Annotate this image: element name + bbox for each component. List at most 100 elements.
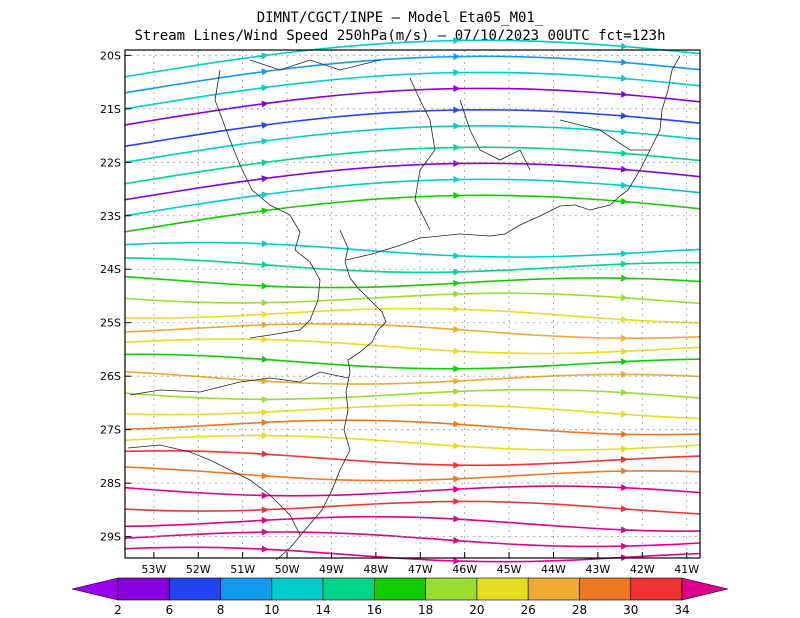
streamline-arrow xyxy=(261,299,269,307)
streamline-arrow xyxy=(453,69,461,77)
streamline-arrow xyxy=(620,315,629,323)
streamline-arrow xyxy=(453,388,461,396)
streamline-arrow xyxy=(261,545,269,553)
map-title-line1: DIMNT/CGCT/INPE – Model Eta05_M01_ xyxy=(256,10,544,26)
streamline-arrow xyxy=(453,122,461,130)
coastline-layer xyxy=(127,55,681,561)
streamline xyxy=(124,531,701,548)
streamline xyxy=(124,370,701,385)
streamline-arrow xyxy=(261,321,269,329)
colorbar-label: 18 xyxy=(418,603,433,617)
colorbar-label: 2 xyxy=(114,603,122,617)
streamline-arrow xyxy=(261,175,269,183)
streamline-arrow xyxy=(261,431,269,439)
colorbar-max-arrow xyxy=(681,577,729,601)
streamline-arrow xyxy=(453,536,461,544)
streamline-arrow xyxy=(453,420,461,428)
streamline-arrow xyxy=(261,355,269,363)
streamline-arrow xyxy=(261,84,269,92)
streamline-arrow xyxy=(453,377,461,385)
streamline xyxy=(124,449,701,467)
streamline-arrow xyxy=(453,106,461,114)
streamline xyxy=(124,55,701,94)
streamline-arrow xyxy=(620,456,629,464)
lon-tick-label: 42W xyxy=(630,563,655,576)
streamline-arrow xyxy=(620,505,629,513)
streamline xyxy=(124,146,701,185)
streamline-arrow xyxy=(453,485,461,493)
colorbar-label: 34 xyxy=(674,603,689,617)
streamline xyxy=(124,404,701,420)
lat-tick-label: 26S xyxy=(100,370,121,383)
lat-tick-label: 20S xyxy=(100,49,121,62)
coastline xyxy=(275,229,387,561)
streamline xyxy=(124,124,701,164)
streamline-arrow xyxy=(453,442,461,450)
lon-tick-label: 51W xyxy=(230,563,255,576)
streamline-arrow xyxy=(621,334,629,342)
streamline-arrow xyxy=(620,90,629,98)
map-frame xyxy=(124,49,701,559)
colorbar-label: 30 xyxy=(623,603,638,617)
colorbar-cell xyxy=(322,577,375,601)
streamline-arrow xyxy=(261,450,269,458)
streamline-arrow xyxy=(620,294,629,302)
lat-tick-label: 29S xyxy=(100,531,121,544)
streamline-arrow xyxy=(261,310,269,318)
streamline-arrow xyxy=(453,85,461,93)
streamline-arrow xyxy=(453,268,461,276)
colorbar-label: 26 xyxy=(521,603,536,617)
streamline xyxy=(124,194,701,233)
colorbar-label: 8 xyxy=(217,603,225,617)
streamline-arrow xyxy=(261,240,269,248)
lon-tick-label: 43W xyxy=(585,563,610,576)
streamline-arrow xyxy=(261,335,269,343)
streamline-arrow xyxy=(261,207,269,215)
streamlines-layer xyxy=(124,36,701,565)
latitude-labels: 20S 21S 22S 23S 24S 25S 26S 27S 28S 29S xyxy=(100,49,121,543)
streamline-arrow xyxy=(453,252,461,260)
colorbar-cell xyxy=(117,577,170,601)
streamline-arrow xyxy=(620,445,629,453)
streamline-arrow xyxy=(621,370,629,378)
colorbar-label: 14 xyxy=(315,603,330,617)
streamline-arrow xyxy=(261,159,269,167)
streamline-arrow xyxy=(453,365,461,373)
streamline-arrow xyxy=(621,430,629,438)
streamline-arrow xyxy=(261,418,269,426)
streamline-arrow xyxy=(453,347,461,355)
streamline xyxy=(124,515,701,533)
colorbar-cell xyxy=(374,577,426,601)
lat-tick-label: 23S xyxy=(100,210,121,223)
lon-tick-label: 47W xyxy=(408,563,433,576)
streamline-arrow xyxy=(453,557,461,565)
streamline xyxy=(124,353,701,370)
streamline-arrow xyxy=(620,42,629,50)
streamline xyxy=(124,434,701,451)
streamline-arrow xyxy=(620,149,629,157)
streamline-arrow xyxy=(453,325,461,333)
gridlines-layer xyxy=(125,50,700,558)
streamline xyxy=(124,500,701,515)
streamline-arrow xyxy=(261,68,269,76)
streamline-arrow xyxy=(620,542,629,550)
streamline-arrow xyxy=(261,492,269,500)
streamline xyxy=(124,275,701,289)
colorbar-min-arrow xyxy=(71,577,119,601)
colorbar-cell xyxy=(476,577,529,601)
streamline xyxy=(124,241,701,258)
streamline-arrow xyxy=(453,279,461,287)
lon-tick-label: 41W xyxy=(674,563,699,576)
streamline-arrow xyxy=(453,497,461,505)
lat-tick-label: 22S xyxy=(100,156,121,169)
streamline xyxy=(124,388,701,401)
streamline xyxy=(124,307,701,324)
lon-tick-label: 50W xyxy=(275,563,300,576)
streamline-arrow xyxy=(453,475,461,483)
streamline xyxy=(124,338,701,355)
streamline-arrow xyxy=(261,282,269,290)
streamline-arrow xyxy=(620,358,629,366)
lon-tick-label: 49W xyxy=(319,563,344,576)
